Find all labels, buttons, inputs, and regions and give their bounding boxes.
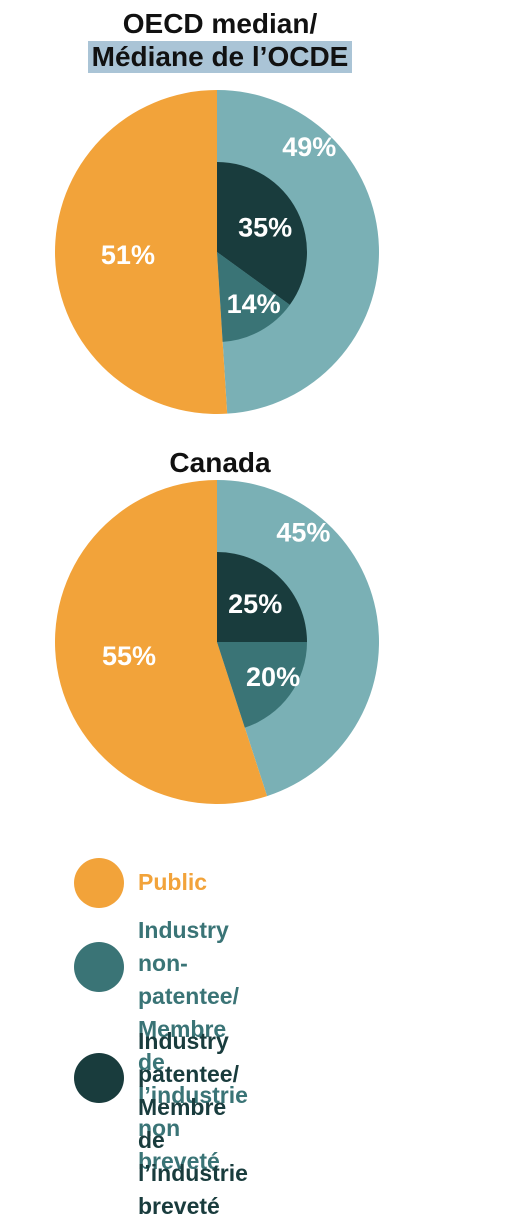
pie-1-label-industry-patentee: 35% [238,212,292,242]
pie-1-label-industry: 49% [282,132,336,162]
pie-1-label-industry-non-patentee: 14% [227,289,281,319]
chart-1-subtitle: Médiane de l’OCDE [87,41,353,73]
legend-swatch-public [74,858,124,908]
pie-1-label-public: 51% [101,240,155,270]
pie-1-slice-industry-patentee [217,162,307,305]
legend-swatch-industry-non-patentee [74,942,124,992]
chart-2-title: Canada [169,447,271,478]
pie-2-slice-industry-non-patentee [217,642,307,728]
pie-1-slice-industry-non-patentee [217,252,290,342]
chart-1-title: OECD median/ [122,8,318,39]
oecd-median-pie-chart: 51% 49% 35% 14% [54,90,379,414]
pie-1-slice-public [54,90,228,414]
pie-2-label-industry: 45% [276,518,330,548]
legend-label-public: Public [138,869,208,895]
pie-2-label-industry-non-patentee: 20% [246,662,300,692]
pie-2-label-industry-patentee: 25% [228,589,282,619]
legend-label-industry-patentee: Industry patentee/ Membre de l’industrie… [138,1028,248,1219]
pie-2-slice-industry-patentee [217,552,307,642]
legend-swatch-industry-patentee [74,1053,124,1103]
pie-2-label-public: 55% [102,641,156,671]
canada-pie-chart: 55% 45% 25% 20% [55,480,380,804]
pie-2-slice-public [55,480,268,804]
